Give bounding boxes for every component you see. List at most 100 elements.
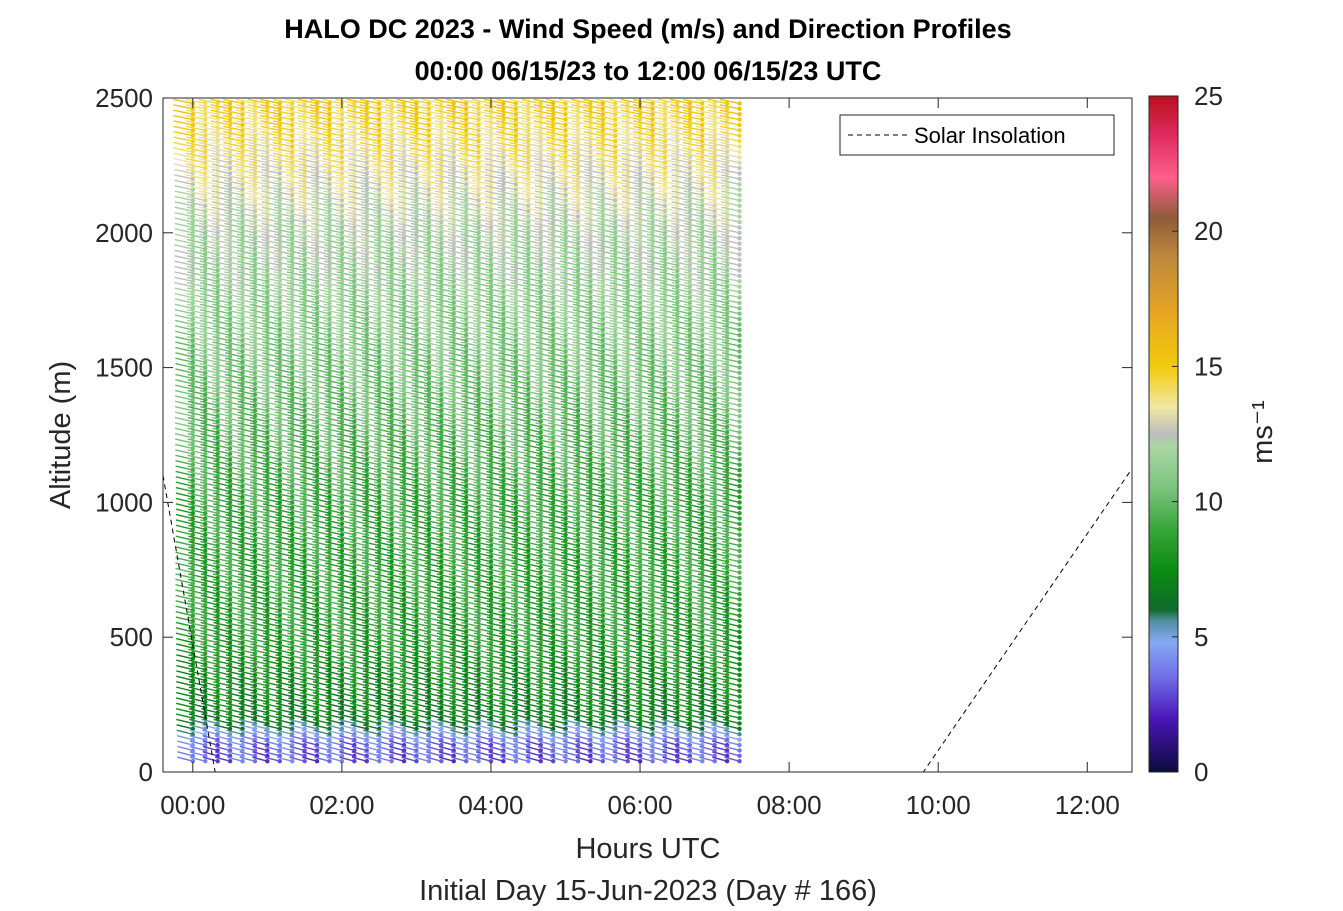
wind-barb-dot <box>265 667 270 672</box>
wind-barb-dot <box>240 403 245 408</box>
wind-barb-dot <box>190 446 196 451</box>
wind-barb-dot <box>215 651 220 656</box>
wind-barb <box>199 238 218 245</box>
wind-barb-dot <box>339 138 345 144</box>
wind-barb <box>225 605 243 611</box>
wind-barb <box>187 476 206 482</box>
wind-barb-dot <box>190 473 196 478</box>
wind-barb-dot <box>327 138 332 144</box>
wind-barb-dot <box>265 710 270 715</box>
wind-barb-dot <box>252 284 258 289</box>
wind-barb-dot <box>302 225 307 230</box>
wind-barb <box>185 147 206 153</box>
wind-barb <box>174 190 193 196</box>
wind-barb <box>238 670 256 676</box>
wind-barb-dot <box>240 273 245 279</box>
wind-barb <box>236 201 256 207</box>
wind-barb-dot <box>364 149 369 155</box>
wind-barb-dot <box>414 209 419 214</box>
wind-barb <box>224 438 243 444</box>
wind-barb-dot <box>364 209 369 214</box>
wind-barb-dot <box>215 403 220 408</box>
wind-barb <box>187 481 206 487</box>
wind-barb-dot <box>190 586 196 591</box>
wind-barb <box>251 718 268 725</box>
wind-barb <box>237 589 256 595</box>
wind-barb <box>249 292 268 299</box>
wind-barb <box>224 303 243 309</box>
wind-barb-dot <box>265 349 270 354</box>
wind-barb <box>211 136 231 142</box>
wind-barb <box>250 632 268 638</box>
wind-barb <box>236 314 256 320</box>
wind-barb-dot <box>414 138 419 144</box>
wind-barb <box>212 524 231 531</box>
wind-barb <box>248 168 268 175</box>
wind-barb-dot <box>203 710 208 715</box>
wind-barb-dot <box>252 279 258 284</box>
wind-barb-dot <box>240 128 245 133</box>
wind-barb-dot <box>376 101 382 106</box>
wind-barb-dot <box>290 192 295 198</box>
wind-barb-dot <box>277 656 282 661</box>
wind-barb <box>202 729 218 735</box>
wind-barb <box>176 724 193 730</box>
wind-barb-dot <box>265 532 270 537</box>
wind-barb <box>175 627 193 633</box>
wind-barb-dot <box>252 138 258 144</box>
wind-barb-dot <box>265 564 270 570</box>
wind-barb <box>248 147 268 153</box>
wind-barb-dot <box>252 424 258 430</box>
wind-barb-dot <box>190 559 196 564</box>
wind-barb <box>186 211 206 218</box>
wind-barb <box>224 217 243 223</box>
wind-barb-dot <box>265 165 270 171</box>
wind-barb <box>224 362 243 369</box>
wind-barb <box>237 530 256 536</box>
wind-barb <box>176 675 193 682</box>
wind-barb-dot <box>277 759 282 764</box>
wind-barb <box>200 400 218 407</box>
wind-barb <box>224 384 243 390</box>
wind-barb <box>225 675 243 682</box>
wind-barb-dot <box>339 128 345 133</box>
wind-barb <box>224 459 243 466</box>
wind-barb-dot <box>227 235 233 241</box>
wind-barb-dot <box>190 203 196 209</box>
wind-barb <box>225 557 243 563</box>
wind-barb <box>224 389 243 396</box>
wind-barb-dot <box>190 726 196 732</box>
wind-barb <box>225 664 243 671</box>
wind-barb-dot <box>215 273 220 279</box>
wind-barb-dot <box>240 262 245 268</box>
wind-barb <box>249 384 268 390</box>
wind-barb-dot <box>265 570 270 575</box>
wind-barb <box>176 681 193 687</box>
wind-barb-dot <box>327 759 332 764</box>
wind-barb <box>237 481 256 487</box>
wind-barb-dot <box>252 699 258 705</box>
wind-barb-dot <box>414 117 419 122</box>
wind-barb <box>250 616 268 622</box>
wind-barb-dot <box>265 635 270 640</box>
wind-barb <box>174 303 193 309</box>
wind-barb-dot <box>203 160 208 165</box>
wind-barb <box>200 433 218 439</box>
wind-barb <box>200 659 218 665</box>
wind-barb <box>223 125 243 132</box>
wind-barb <box>200 578 218 584</box>
wind-barb-dot <box>227 111 233 117</box>
wind-barb-dot <box>190 155 196 160</box>
wind-barb-dot <box>203 397 208 403</box>
wind-barb-dot <box>426 759 432 764</box>
wind-barb <box>199 319 218 326</box>
wind-barb-dot <box>364 295 369 300</box>
wind-barb-dot <box>215 705 220 710</box>
wind-barb <box>225 670 243 676</box>
wind-barb-dot <box>426 306 432 311</box>
wind-barb-dot <box>190 198 196 203</box>
wind-barb <box>187 583 206 590</box>
wind-barb <box>202 756 218 762</box>
wind-barb-dot <box>203 759 208 764</box>
